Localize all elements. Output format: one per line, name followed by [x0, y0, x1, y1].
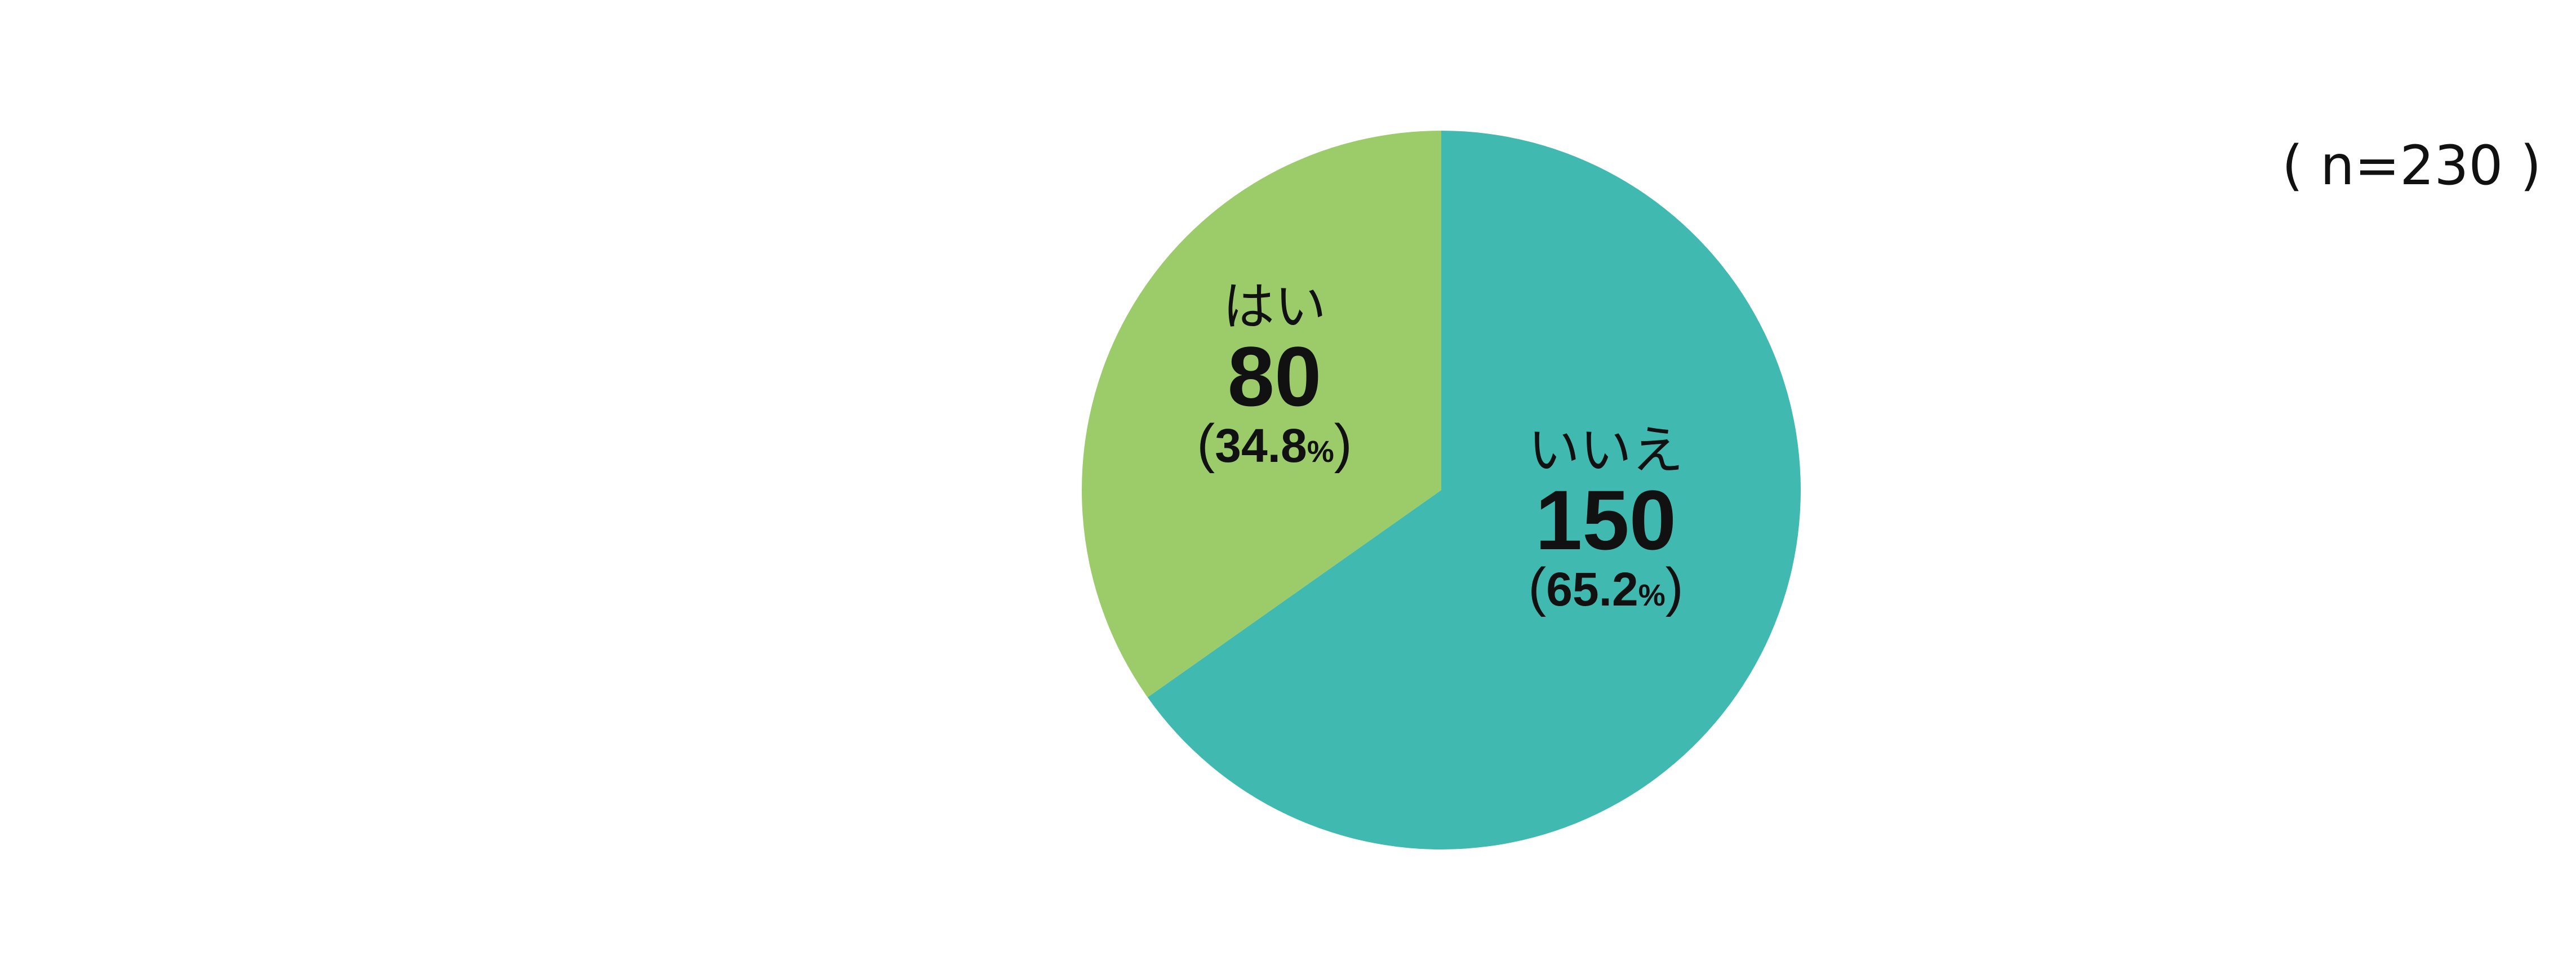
value-label: 150 — [1535, 473, 1677, 567]
pie-slice-1 — [1081, 131, 1441, 697]
pie-slice-0 — [1147, 131, 1801, 849]
value-label: 80 — [1227, 329, 1322, 424]
sample-size-label: ( n=230 ) — [2282, 134, 2542, 197]
slice-label-hai: はい 80 (34.8%) — [1197, 265, 1352, 475]
percent-label: (34.8%) — [1197, 413, 1352, 474]
slice-label-iie: いいえ 150 (65.2%) — [1528, 408, 1684, 618]
percent-label: (65.2%) — [1528, 557, 1684, 617]
category-label: いいえ — [1527, 420, 1684, 480]
category-label: はい — [1222, 277, 1327, 337]
